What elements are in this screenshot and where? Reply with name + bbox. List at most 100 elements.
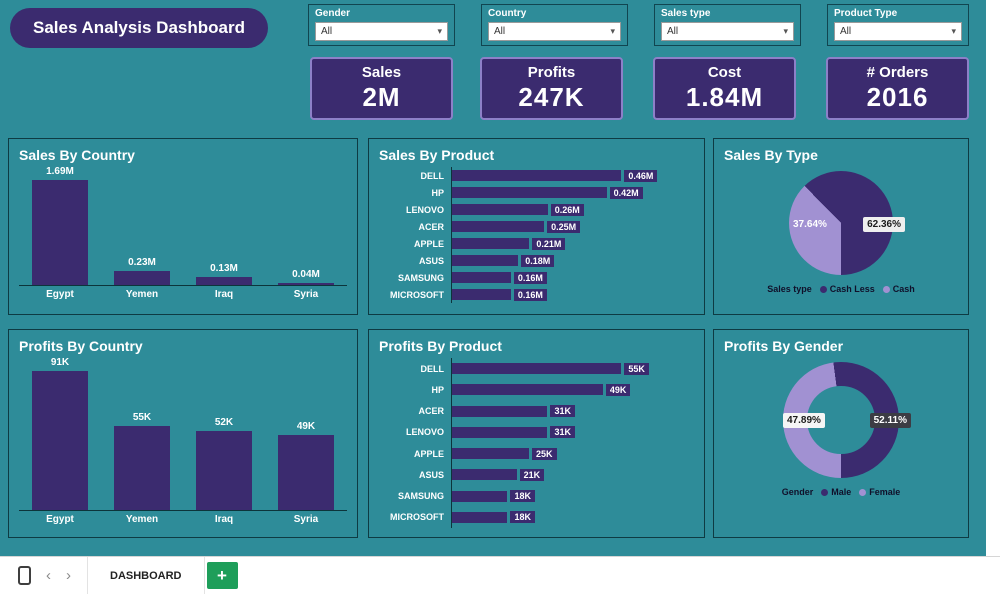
value-label: 0.46M <box>624 169 658 182</box>
kpi-card-orders[interactable]: # Orders 2016 <box>826 57 969 120</box>
prev-page-arrow-icon[interactable]: ‹ <box>46 567 51 584</box>
pie-wrap: 37.64% 62.36% <box>789 171 905 275</box>
category-label: ASUS <box>418 469 444 480</box>
bar[interactable] <box>452 384 603 396</box>
legend-item[interactable]: Male <box>821 487 851 497</box>
bar[interactable] <box>452 469 517 481</box>
value-label: 0.16M <box>513 271 547 284</box>
legend-item-label: Cash Less <box>829 284 875 294</box>
chevron-down-icon: ▾ <box>783 26 788 36</box>
page-tab-bar: ‹ › DASHBOARD + <box>0 556 1000 594</box>
mobile-view-icon[interactable] <box>18 566 31 585</box>
category-axis: Egypt Yemen Iraq Syria <box>19 511 347 525</box>
legend: Sales type Cash Less Cash <box>767 284 915 294</box>
panel-profits-by-gender: Profits By Gender 47.89% 52.11% Gender Male… <box>713 329 969 538</box>
bar[interactable] <box>114 270 170 285</box>
pie-value-label: 37.64% <box>793 218 827 230</box>
add-page-button[interactable]: + <box>206 562 238 589</box>
value-label: 0.23M <box>128 256 156 268</box>
filter-country-value: All <box>494 26 506 37</box>
bar[interactable] <box>452 511 508 523</box>
filter-sales-type-value: All <box>667 26 679 37</box>
category-label: HP <box>431 384 444 395</box>
panel-title: Profits By Product <box>379 338 502 354</box>
chevron-down-icon: ▾ <box>951 26 956 36</box>
bar[interactable] <box>452 363 622 375</box>
filter-gender-dropdown[interactable]: All ▾ <box>315 22 448 41</box>
category-label: Yemen <box>125 514 159 525</box>
bar-row: SAMSUNG 18K <box>379 485 694 507</box>
bar[interactable] <box>452 221 545 232</box>
pie-value-label: 47.89% <box>783 413 825 429</box>
category-label: MICROSOFT <box>390 512 444 523</box>
category-label: Egypt <box>46 289 74 300</box>
bar-plot-area: 18K <box>451 506 694 528</box>
bar[interactable] <box>452 490 508 502</box>
legend-item[interactable]: Cash Less <box>819 284 875 294</box>
value-label: 0.04M <box>292 268 320 280</box>
filter-gender-label: Gender <box>315 8 351 19</box>
bar[interactable] <box>452 238 530 249</box>
filter-product-type-dropdown[interactable]: All ▾ <box>834 22 962 41</box>
bar[interactable] <box>452 204 548 215</box>
legend-bullet-icon <box>819 285 827 293</box>
value-label: 0.25M <box>547 220 581 233</box>
kpi-profits-value: 247K <box>518 82 585 112</box>
profits-by-country-chart: 91K 55K 52K 49K Egypt Yemen Iraq Syria <box>19 356 347 528</box>
kpi-card-sales[interactable]: Sales 2M <box>310 57 453 120</box>
value-label: 55K <box>624 362 649 375</box>
bar[interactable] <box>452 170 622 181</box>
bar[interactable] <box>452 289 511 300</box>
kpi-cost-value: 1.84M <box>685 82 764 112</box>
tab-dashboard[interactable]: DASHBOARD <box>87 556 205 594</box>
bar[interactable] <box>278 282 334 285</box>
filter-product-type: Product Type All ▾ <box>827 4 969 46</box>
legend-item-label: Female <box>869 487 901 497</box>
bar-row: LENOVO 0.26M <box>379 201 694 218</box>
bar[interactable] <box>196 276 252 285</box>
bar-column: 0.13M <box>193 263 255 285</box>
filter-sales-type-dropdown[interactable]: All ▾ <box>661 22 794 41</box>
bar-plot-area: 31K <box>451 421 694 443</box>
category-label: ACER <box>418 406 444 417</box>
bar[interactable] <box>196 430 252 510</box>
panel-title: Sales By Product <box>379 147 495 163</box>
kpi-card-profits[interactable]: Profits 247K <box>480 57 623 120</box>
bar[interactable] <box>452 255 519 266</box>
sales-by-type-chart: 37.64% 62.36% Sales type Cash Less Cash <box>724 165 958 303</box>
bar-column: 49K <box>275 421 337 510</box>
kpi-card-cost[interactable]: Cost 1.84M <box>653 57 796 120</box>
value-label: 52K <box>214 416 234 428</box>
bar-plot-area: 0.25M <box>451 218 694 235</box>
filter-country-label: Country <box>488 8 527 19</box>
kpi-cost-label: Cost <box>707 64 742 81</box>
bar-row: HP 0.42M <box>379 184 694 201</box>
category-label: Syria <box>293 514 319 525</box>
bar-plot-area: 0.16M <box>451 286 694 303</box>
legend-item[interactable]: Cash <box>882 284 915 294</box>
next-page-arrow-icon[interactable]: › <box>66 567 71 584</box>
bar-plot-area: 49K <box>451 379 694 401</box>
panel-title: Profits By Gender <box>724 338 844 354</box>
bar[interactable] <box>32 371 88 510</box>
category-label: APPLE <box>413 448 444 459</box>
bar[interactable] <box>452 426 548 438</box>
value-label: 1.69M <box>46 166 74 177</box>
bar-row: DELL 55K <box>379 358 694 380</box>
bar-plot-area: 18K <box>451 485 694 507</box>
bar-row: MICROSOFT 0.16M <box>379 286 694 303</box>
bar[interactable] <box>452 187 607 198</box>
bar[interactable] <box>32 180 88 285</box>
filter-country-dropdown[interactable]: All ▾ <box>488 22 621 41</box>
category-label: LENOVO <box>405 204 444 215</box>
bar[interactable] <box>452 405 548 417</box>
legend-item-label: Male <box>831 487 852 497</box>
value-label: 0.13M <box>210 262 238 274</box>
bar[interactable] <box>278 435 334 510</box>
filter-gender: Gender All ▾ <box>308 4 455 46</box>
bar[interactable] <box>452 272 511 283</box>
legend-item[interactable]: Female <box>859 487 900 497</box>
profits-by-product-chart: DELL 55K HP 49K ACER 31K LENOVO 31K APPLE 25K ASUS… <box>379 356 694 528</box>
bar[interactable] <box>452 448 529 460</box>
bar[interactable] <box>114 426 170 510</box>
